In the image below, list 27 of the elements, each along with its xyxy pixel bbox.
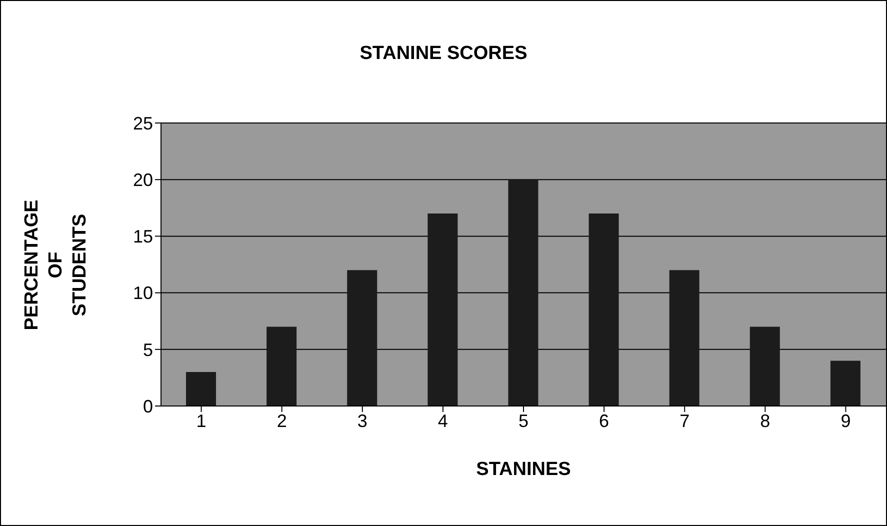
y-tick-label: 15: [132, 226, 153, 247]
x-tick-label: 6: [599, 410, 610, 431]
y-tick-label: 20: [132, 170, 153, 190]
y-tick-label: 10: [132, 283, 153, 304]
bar: [588, 214, 619, 406]
bar: [186, 372, 216, 406]
bar: [669, 270, 700, 406]
bar: [347, 270, 378, 406]
x-axis-title: STANINES: [475, 459, 572, 481]
y-tick-label: 25: [132, 113, 153, 134]
x-tick-label: 8: [760, 410, 770, 431]
y-tick-label: 5: [142, 340, 153, 360]
y-axis-title: PERCENTAGE OF STUDENTS: [20, 199, 91, 330]
x-tick-label: 9: [840, 410, 851, 431]
x-tick-label: 5: [518, 410, 529, 431]
bar: [830, 360, 860, 406]
x-tick-label: 3: [357, 410, 368, 431]
x-tick-label: 1: [196, 410, 206, 431]
bar: [508, 180, 538, 406]
y-tick-label: 0: [142, 396, 153, 416]
bar: [428, 214, 458, 406]
chart-title: STANINE SCORES: [358, 43, 528, 65]
x-tick-label: 4: [438, 410, 448, 431]
x-tick-label: 7: [680, 410, 690, 431]
x-tick-label: 2: [276, 410, 287, 431]
bar: [750, 326, 780, 406]
bar: [266, 326, 297, 406]
